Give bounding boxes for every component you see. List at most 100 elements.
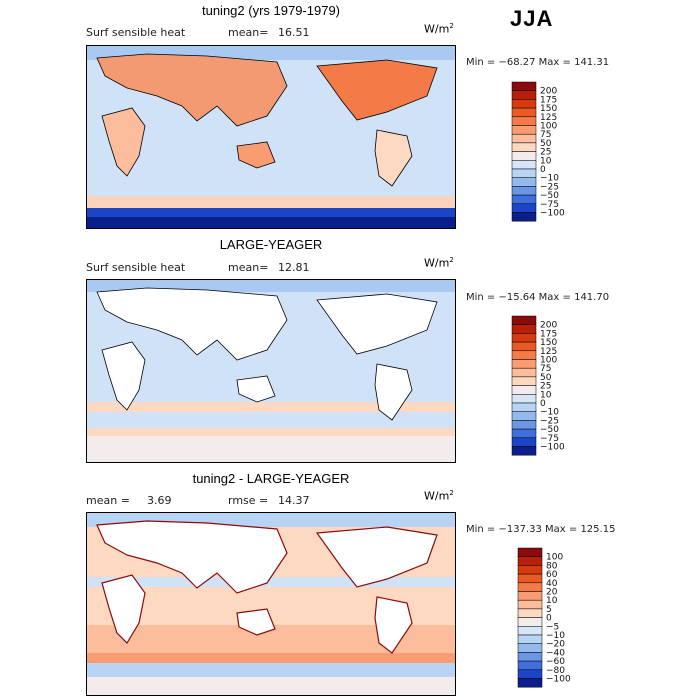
panel1-map-svg: [87, 46, 455, 228]
colorbar-tick-label: −10: [540, 408, 559, 418]
colorbar-tick-label: 10: [546, 596, 558, 606]
panel1-variable-label: Surf sensible heat: [86, 26, 186, 39]
colorbar-swatch: [517, 573, 543, 584]
colorbar-swatch: [511, 402, 537, 412]
colorbar-swatch: [517, 547, 543, 557]
colorbar-tick-label: 25: [540, 382, 551, 392]
colorbar-tick-label: 60: [546, 570, 558, 580]
colorbar-swatch: [511, 212, 537, 222]
colorbar-swatch: [511, 437, 537, 447]
colorbar-tick-label: 150: [540, 104, 557, 114]
colorbar-swatch: [511, 420, 537, 430]
colorbar-tick-label: −10: [546, 631, 565, 641]
panel2-min-max: Min = −15.64 Max = 141.70: [466, 292, 610, 303]
panel1-units: W/m2: [424, 22, 454, 36]
colorbar-swatch: [511, 428, 537, 439]
panel2-mean-label: mean=: [228, 261, 269, 274]
panel3-min-max: Min = −137.33 Max = 125.15: [466, 524, 616, 535]
panel1-map: [86, 45, 456, 229]
panel3-colorbar: 100 80 60 40 20 10 5 0 −5 −10 −20 −40 −60 −80 −100: [517, 547, 588, 688]
colorbar-tick-label: 175: [540, 95, 557, 105]
colorbar-swatch: [511, 133, 537, 144]
colorbar-swatch: [511, 203, 537, 213]
colorbar-swatch: [511, 194, 537, 205]
colorbar-tick-label: 25: [540, 148, 551, 158]
colorbar-tick-label: 10: [540, 156, 552, 166]
colorbar-tick-label: 150: [540, 338, 557, 348]
colorbar-swatch: [517, 634, 543, 644]
panel3-mean-label: mean =: [86, 494, 130, 507]
colorbar-swatch: [511, 168, 537, 178]
colorbar-tick-label: 75: [540, 364, 551, 374]
panel1-mean-label: mean=: [228, 26, 269, 39]
colorbar-tick-label: 0: [540, 399, 546, 409]
colorbar-swatch: [511, 107, 537, 118]
colorbar-swatch: [511, 177, 537, 187]
panel2-variable-label: Surf sensible heat: [86, 261, 186, 274]
colorbar-swatch: [511, 341, 537, 352]
panel1-min-max: Min = −68.27 Max = 141.31: [466, 57, 610, 68]
panel1-title: tuning2 (yrs 1979-1979): [201, 3, 341, 18]
colorbar-swatch: [517, 556, 543, 566]
colorbar-tick-label: −80: [546, 666, 565, 676]
colorbar-swatch: [511, 81, 537, 91]
colorbar-swatch: [517, 660, 543, 671]
panel3-title: tuning2 - LARGE-YEAGER: [192, 471, 350, 486]
colorbar-swatch: [511, 394, 537, 404]
colorbar-swatch: [511, 151, 537, 161]
colorbar-swatch: [517, 617, 543, 627]
panel2-map-svg: [87, 280, 455, 462]
colorbar-swatch: [511, 350, 537, 360]
colorbar-tick-label: 40: [546, 579, 558, 589]
colorbar-swatch: [517, 591, 543, 601]
colorbar-swatch: [511, 411, 537, 421]
colorbar-swatch: [511, 385, 537, 395]
colorbar-swatch: [511, 186, 537, 196]
panel1-colorbar: 200 175 150 125 100 75 50 25 10 0 −10 −25 −50 −75 −100: [511, 81, 582, 222]
colorbar-swatch: [511, 333, 537, 343]
panel2-map: [86, 279, 456, 463]
colorbar-tick-label: 125: [540, 347, 557, 357]
colorbar-tick-label: 20: [546, 588, 558, 598]
colorbar-swatch: [517, 565, 543, 575]
colorbar-swatch: [511, 160, 537, 170]
colorbar-tick-label: −25: [540, 182, 559, 192]
colorbar-tick-label: 125: [540, 113, 557, 123]
colorbar-swatch: [511, 99, 537, 109]
colorbar-swatch: [511, 376, 537, 386]
colorbar-tick-label: 200: [540, 321, 557, 331]
colorbar-swatch: [517, 643, 543, 653]
colorbar-swatch: [511, 125, 537, 135]
colorbar-tick-label: 10: [540, 390, 552, 400]
colorbar-swatch: [511, 142, 537, 152]
colorbar-tick-label: −100: [540, 443, 565, 453]
colorbar-swatch: [517, 582, 543, 592]
colorbar-swatch: [517, 678, 543, 688]
colorbar-swatch: [517, 669, 543, 679]
colorbar-tick-label: −25: [540, 416, 559, 426]
colorbar-tick-label: 80: [546, 561, 558, 571]
colorbar-swatch: [511, 446, 537, 456]
colorbar-swatch: [511, 315, 537, 325]
panel3-units: W/m2: [424, 489, 454, 503]
colorbar-tick-label: 100: [540, 356, 557, 366]
colorbar-tick-label: −5: [546, 622, 559, 632]
colorbar-tick-label: 175: [540, 329, 557, 339]
colorbar-swatch: [511, 324, 537, 334]
panel3-mean-value: 3.69: [147, 494, 172, 507]
colorbar-tick-label: −100: [546, 675, 571, 685]
colorbar-swatch: [517, 626, 543, 636]
colorbar-tick-label: 100: [540, 122, 557, 132]
panel2-title: LARGE-YEAGER: [219, 237, 323, 252]
panel3-rmse-label: rmse =: [228, 494, 269, 507]
colorbar-tick-label: −10: [540, 174, 559, 184]
colorbar-tick-label: −40: [546, 648, 565, 658]
colorbar-swatch: [511, 359, 537, 369]
colorbar-swatch: [511, 116, 537, 126]
colorbar-swatch: [511, 90, 537, 100]
panel2-units: W/m2: [424, 256, 454, 270]
colorbar-tick-label: −75: [540, 200, 559, 210]
